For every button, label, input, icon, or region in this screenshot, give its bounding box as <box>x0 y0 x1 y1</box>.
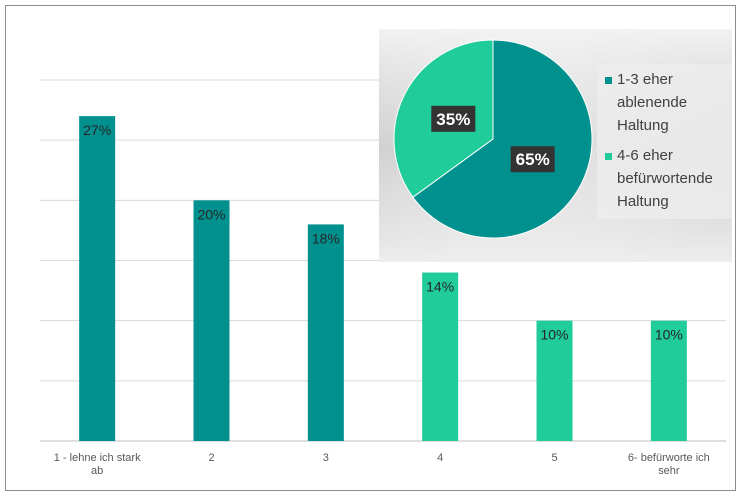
bar-value-labels: 27% 20% 18% 14% 10% 10% <box>83 122 683 343</box>
pie-value-label: 65% <box>516 150 550 169</box>
legend-label: 1-3 eher <box>617 71 673 88</box>
legend-swatch <box>605 77 612 84</box>
legend-label: 4-6 eher <box>617 147 673 164</box>
pie-slices <box>393 39 593 239</box>
x-tick-label: ab <box>91 465 103 477</box>
pie-legend: 1-3 eher ablenende Haltung 4-6 eher befürwor… <box>605 71 713 210</box>
legend-label: ablenende <box>617 94 687 111</box>
bar-value-label: 20% <box>197 206 225 222</box>
bars <box>79 116 687 441</box>
pie-slice <box>412 39 593 239</box>
pie-value-label-bg <box>510 146 555 173</box>
x-tick-label: 4 <box>437 452 443 464</box>
bar <box>650 320 687 441</box>
bar-value-label: 27% <box>83 122 111 138</box>
x-tick-label: 2 <box>208 452 214 464</box>
legend-label: Haltung <box>617 193 669 210</box>
pie-value-label-bg <box>431 105 476 132</box>
bar-value-label: 18% <box>312 230 340 246</box>
bar <box>422 272 459 441</box>
bar <box>79 116 116 441</box>
x-tick-label: 3 <box>323 452 329 464</box>
pie-chart-inset: 65% 35% 1-3 eher ablenende Haltung 4-6 eher b… <box>379 29 732 262</box>
bar-value-label: 10% <box>655 327 683 343</box>
x-tick-label: sehr <box>658 465 680 477</box>
x-tick-label: 5 <box>551 452 557 464</box>
bar <box>536 320 573 441</box>
x-tick-label: 6- befürworte ich <box>628 452 710 464</box>
legend-swatch <box>605 153 612 160</box>
bar-value-label: 10% <box>540 327 568 343</box>
pie-value-label: 35% <box>436 110 470 129</box>
pie-legend-background <box>597 64 732 219</box>
legend-label: befürwortende <box>617 170 713 187</box>
legend-label: Haltung <box>617 117 669 134</box>
bar <box>193 200 230 441</box>
pie-value-labels: 65% 35% <box>431 105 555 173</box>
bar-value-label: 14% <box>426 279 454 295</box>
x-tick-label: 1 - lehne ich stark <box>54 452 141 464</box>
bar <box>307 224 344 441</box>
